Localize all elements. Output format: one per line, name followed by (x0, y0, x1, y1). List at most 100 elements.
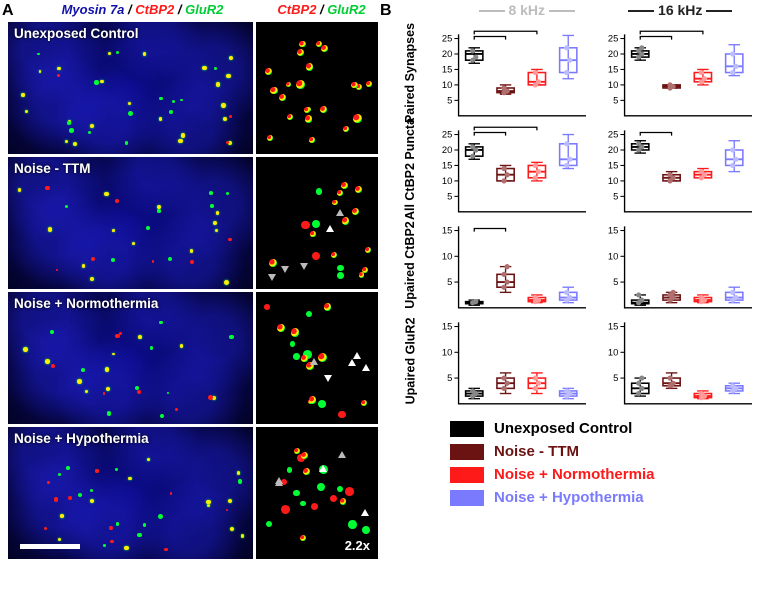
punctum (312, 252, 320, 260)
punctum (18, 188, 22, 192)
punctum (124, 546, 129, 551)
boxplot: 51015 (430, 218, 590, 312)
punctum (318, 400, 326, 408)
punctum (330, 495, 337, 502)
punctum (324, 303, 332, 311)
legend-text: Noise + Hypothermia (494, 489, 644, 506)
boxplot-svg: 510152025 (430, 122, 590, 216)
punctum (88, 131, 91, 134)
micrograph-main: Noise + Hypothermia (8, 427, 253, 559)
punctum (304, 107, 310, 113)
punctum (277, 324, 285, 332)
punctum (303, 468, 310, 475)
punctum (265, 68, 272, 75)
y-axis-label: Upaired CtBP2 (390, 218, 430, 312)
punctum (301, 221, 309, 229)
punctum (202, 66, 207, 71)
micrograph-zoom (256, 292, 378, 424)
svg-text:15: 15 (607, 225, 617, 236)
plots-grid: Paired Synapses510152025510152025All CtB… (390, 2, 761, 408)
legend-text: Noise + Normothermia (494, 466, 654, 483)
punctum (147, 458, 150, 461)
svg-text:5: 5 (613, 94, 618, 105)
punctum (317, 483, 325, 491)
punctum (132, 242, 135, 245)
punctum (221, 103, 226, 108)
svg-text:5: 5 (447, 276, 452, 287)
svg-text:15: 15 (442, 321, 452, 332)
y-axis-label: Paired Synapses (390, 26, 430, 120)
punctum (159, 117, 162, 120)
legend-text: Unexposed Control (494, 420, 632, 437)
punctum (223, 117, 227, 121)
punctum (291, 328, 299, 336)
panel-a-header: Myosin 7a / CtBP2 / GluR2 CtBP2 / GluR2 (20, 2, 378, 17)
punctum (224, 280, 229, 285)
punctum (361, 400, 367, 406)
punctum (216, 211, 219, 214)
punctum (355, 186, 362, 193)
svg-text:15: 15 (607, 160, 617, 171)
svg-text:20: 20 (607, 48, 617, 59)
punctum (237, 471, 241, 475)
punctum (157, 205, 161, 209)
punctum (306, 311, 312, 317)
svg-text:15: 15 (607, 321, 617, 332)
punctum (228, 238, 231, 241)
legend-swatch (450, 421, 484, 437)
punctum (293, 490, 300, 497)
punctum (359, 272, 364, 277)
punctum (294, 448, 300, 454)
punctum (343, 126, 349, 132)
header-text-part: / (124, 2, 135, 17)
punctum (81, 368, 85, 372)
punctum (21, 93, 24, 96)
arrowhead-icon (338, 451, 346, 458)
micrograph-zoom (256, 22, 378, 154)
punctum (160, 414, 164, 418)
punctum (229, 335, 234, 340)
arrowhead-icon (362, 364, 370, 371)
freq-label: 16 kHz (654, 2, 706, 18)
micrograph-row: Noise - TTM (8, 157, 378, 289)
header-text-part: / (316, 2, 327, 17)
punctum (293, 353, 300, 360)
punctum (216, 82, 220, 86)
zoom-label: 2.2x (345, 538, 370, 553)
punctum (230, 527, 234, 531)
punctum (138, 335, 142, 339)
punctum (60, 514, 63, 517)
legend-swatch (450, 467, 484, 483)
panel-b-header: 8 kHz 16 kHz (450, 2, 757, 18)
punctum (206, 500, 210, 504)
svg-text:10: 10 (607, 79, 617, 90)
svg-text:5: 5 (613, 372, 618, 383)
punctum (152, 260, 155, 263)
svg-text:25: 25 (607, 129, 617, 140)
micrograph-row: Unexposed Control (8, 22, 378, 154)
punctum (297, 49, 304, 56)
punctum (137, 533, 141, 537)
svg-text:10: 10 (442, 79, 452, 90)
punctum (299, 41, 305, 47)
punctum (345, 487, 354, 496)
punctum (338, 411, 346, 419)
svg-text:15: 15 (442, 64, 452, 75)
punctum (267, 135, 273, 141)
svg-text:25: 25 (442, 33, 452, 44)
punctum (65, 140, 68, 143)
punctum (23, 347, 28, 352)
header-text-part: / (174, 2, 185, 17)
micrograph-zoom (256, 157, 378, 289)
micrograph-main: Noise + Normothermia (8, 292, 253, 424)
punctum (296, 80, 305, 89)
punctum (210, 204, 213, 207)
punctum (111, 258, 115, 262)
punctum (337, 272, 344, 279)
punctum (45, 186, 49, 190)
svg-text:10: 10 (442, 175, 452, 186)
punctum (311, 503, 318, 510)
svg-text:20: 20 (442, 144, 452, 155)
punctum (94, 80, 98, 84)
punctum (69, 128, 74, 133)
